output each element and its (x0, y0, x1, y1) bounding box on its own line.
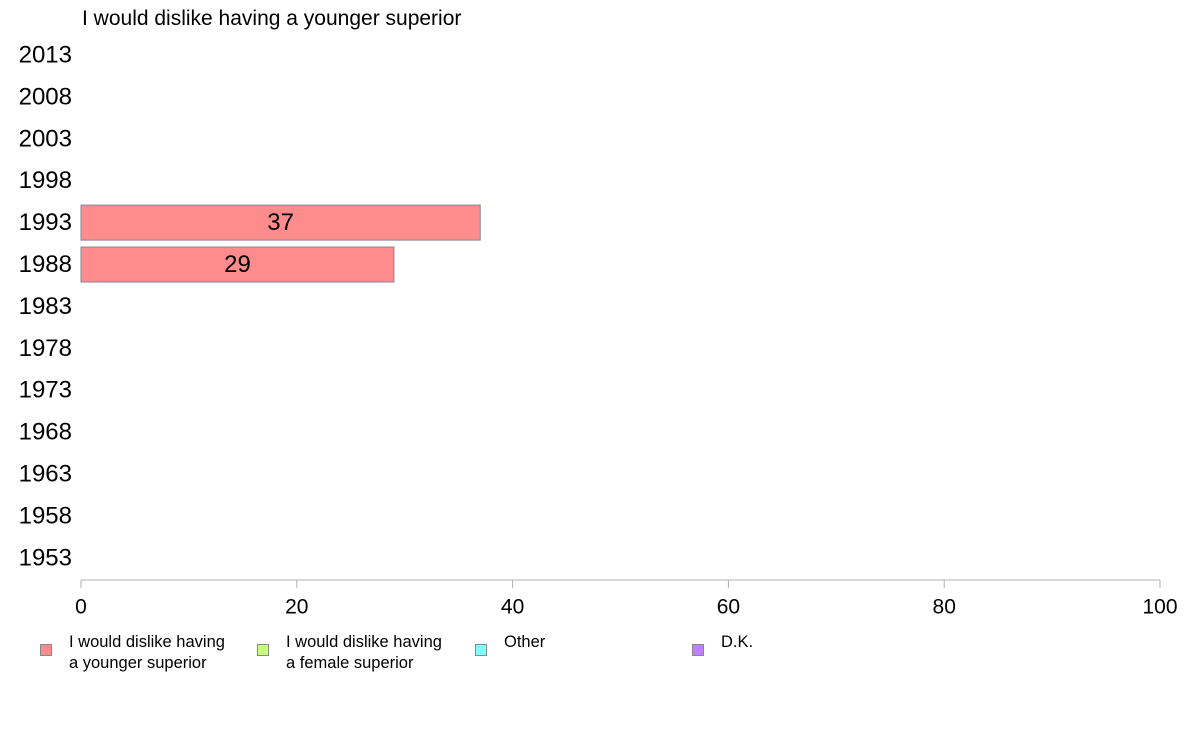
x-tick-label-100: 100 (1142, 596, 1177, 619)
legend-label-younger-superior: I would dislike having a younger superio… (69, 633, 225, 672)
category-label-1993: 1993 (19, 209, 72, 236)
category-label-1958: 1958 (19, 502, 72, 529)
category-label-2013: 2013 (19, 42, 72, 69)
x-tick-label-80: 80 (933, 596, 956, 619)
category-label-1988: 1988 (19, 251, 72, 278)
bar-1988 (80, 246, 395, 283)
chart-title: I would dislike having a younger superio… (82, 7, 462, 30)
legend-item-female-superior: I would dislike having a female superior (257, 632, 442, 674)
category-label-1968: 1968 (19, 419, 72, 446)
legend-item-dk: D.K. (692, 632, 753, 656)
legend-item-other: Other (475, 632, 545, 656)
category-label-1998: 1998 (19, 167, 72, 194)
x-tick-label-60: 60 (717, 596, 740, 619)
category-label-2008: 2008 (19, 83, 72, 110)
x-tick-label-0: 0 (75, 596, 87, 619)
legend-label-female-superior: I would dislike having a female superior (286, 633, 442, 672)
category-label-1978: 1978 (19, 335, 72, 362)
legend-swatch-female-superior (257, 644, 269, 656)
category-label-1953: 1953 (19, 544, 72, 571)
legend-swatch-dk (692, 644, 704, 656)
data-label-1988: 29 (224, 251, 251, 278)
category-label-2003: 2003 (19, 125, 72, 152)
category-label-1963: 1963 (19, 461, 72, 488)
legend-label-other: Other (504, 633, 546, 651)
legend-swatch-other (475, 644, 487, 656)
legend-swatch-younger-superior (40, 644, 52, 656)
x-tick-label-20: 20 (285, 596, 308, 619)
x-tick-label-40: 40 (501, 596, 524, 619)
legend-label-dk: D.K. (721, 633, 754, 651)
bar-1993 (80, 204, 481, 241)
data-label-1993: 37 (267, 209, 294, 236)
category-label-1973: 1973 (19, 377, 72, 404)
category-label-1983: 1983 (19, 293, 72, 320)
legend-item-younger-superior: I would dislike having a younger superio… (40, 632, 225, 674)
